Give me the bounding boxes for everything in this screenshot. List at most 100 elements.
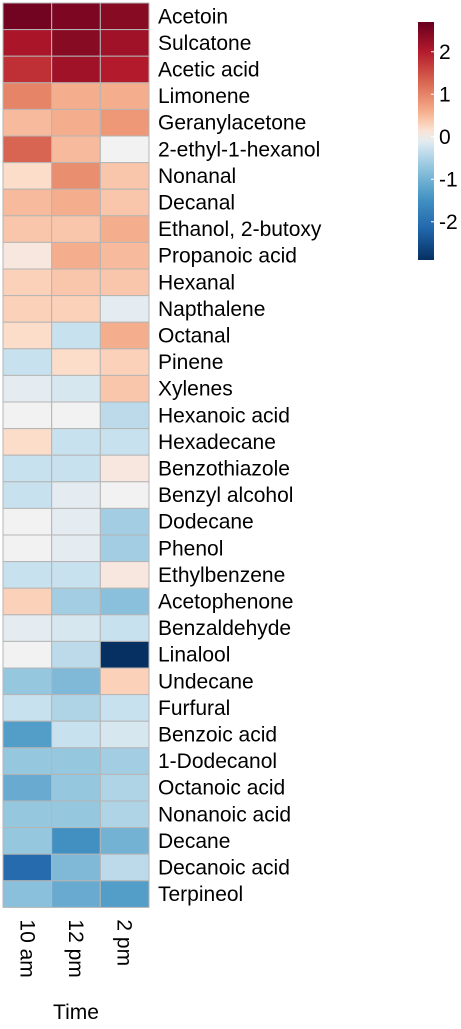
heatmap-cell [99,29,150,57]
row-label: Octanal [158,325,230,348]
heatmap-cell [2,29,53,57]
heatmap-cell [2,853,53,882]
heatmap-cell [99,587,150,616]
heatmap-cell [99,747,150,775]
heatmap-cell [51,880,101,908]
row-label: Acetic acid [158,59,260,82]
heatmap-cell [2,348,53,376]
heatmap-cell [99,640,150,669]
heatmap-cell [51,321,101,350]
heatmap-cell [2,481,53,509]
column-label: 10 am [15,919,38,977]
column-label: 2 pm [113,919,136,966]
heatmap-cell [51,507,101,536]
heatmap-cell [2,667,53,696]
heatmap-cell [99,162,150,190]
heatmap-cell [51,800,101,829]
heatmap-cell [51,428,101,456]
heatmap-cell [99,82,150,110]
heatmap-cell [51,215,101,243]
heatmap-cell [2,587,53,616]
row-label: Dodecane [158,511,254,534]
heatmap-cell [51,667,101,696]
heatmap-cell [2,241,53,270]
x-axis-title: Time [53,1001,99,1024]
row-label: Xylenes [158,378,233,401]
heatmap-cell [2,428,53,456]
heatmap-cell [2,268,53,297]
row-label: Acetophenone [158,591,293,614]
heatmap-cell [99,401,150,430]
row-label: Benzaldehyde [158,617,291,640]
heatmap-cell [2,454,53,483]
colorbar-tick-label: 1 [439,83,451,106]
heatmap-cell [2,188,53,217]
heatmap-cell [99,428,150,456]
heatmap-cell [51,561,101,589]
heatmap-cell [2,534,53,563]
row-label: Ethylbenzene [158,564,285,587]
heatmap-cell [99,135,150,164]
heatmap-cell [99,667,150,696]
heatmap-cell [99,188,150,217]
row-label: Decanal [158,192,235,215]
heatmap-cell [2,720,53,749]
heatmap-cell [51,135,101,164]
row-label: 1-Dodecanol [158,750,277,773]
heatmap-cell [2,747,53,775]
row-label: Nonanal [158,165,236,188]
heatmap-cell [51,827,101,855]
heatmap-cell [51,188,101,217]
row-label: Undecane [158,670,254,693]
heatmap-cell [99,241,150,270]
row-label: Terpineol [158,883,243,906]
row-label: Napthalene [158,298,265,321]
heatmap-cell [51,454,101,483]
heatmap-cell [99,853,150,882]
heatmap-cell [99,694,150,722]
heatmap-cell [99,481,150,509]
column-label: 12 pm [64,919,87,977]
heatmap-cell [2,2,53,31]
heatmap-cell [99,614,150,642]
colorbar-tick-label: -1 [439,168,458,191]
heatmap-cell [99,827,150,855]
heatmap-cell [2,800,53,829]
heatmap-cell [99,321,150,350]
heatmap-cell [51,29,101,57]
row-label: Pinene [158,351,223,374]
heatmap-cell [2,507,53,536]
row-label: Sulcatone [158,32,251,55]
row-label: Ethanol, 2-butoxy [158,218,322,241]
row-label: Hexanal [158,271,235,294]
heatmap-cell [99,55,150,84]
heatmap-cell [2,561,53,589]
row-label: Decanoic acid [158,857,290,880]
row-label: Decane [158,830,230,853]
heatmap-cell [2,108,53,137]
row-label: Hexanoic acid [158,404,290,427]
heatmap-cell [2,135,53,164]
heatmap-cell [51,694,101,722]
row-label: Geranylacetone [158,112,306,135]
heatmap-cell [51,374,101,403]
heatmap-cell [2,55,53,84]
heatmap-cell [51,268,101,297]
row-label: Nonanoic acid [158,803,291,826]
heatmap-cell [99,454,150,483]
colorbar: 2 1 0 -1 -2 [418,22,458,260]
row-label: Benzyl alcohol [158,484,293,507]
heatmap-cell [2,694,53,722]
colorbar-tick-label: 0 [439,126,451,149]
heatmap-cell [51,401,101,430]
row-label: Propanoic acid [158,245,297,268]
row-label: 2-ethyl-1-hexanol [158,138,320,161]
heatmap-cell [2,295,53,323]
heatmap-cell [2,640,53,669]
row-label: Benzothiazole [158,458,290,481]
heatmap-cell [99,773,150,802]
heatmap-cell [99,268,150,297]
heatmap-cell [99,561,150,589]
heatmap-cell [51,587,101,616]
